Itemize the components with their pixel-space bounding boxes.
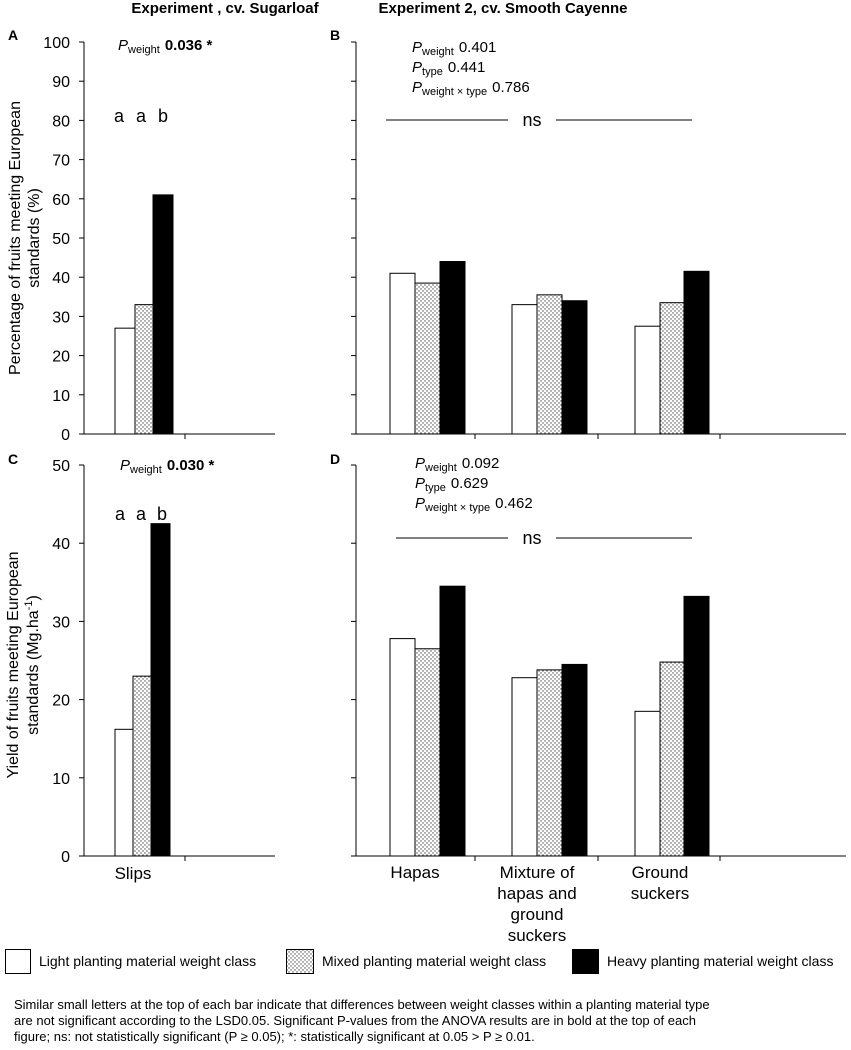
bar-b-heavy-1 — [439, 261, 466, 435]
bar-d-light-3 — [634, 710, 661, 857]
bar-b-heavy-3 — [683, 270, 710, 435]
bar-b-light-2 — [511, 304, 538, 435]
bar-a-mixed-1 — [134, 304, 156, 435]
bar-d-mixed-2 — [536, 669, 563, 857]
bar-d-mixed-3 — [659, 661, 686, 857]
bar-b-heavy-2 — [561, 300, 588, 435]
bar-b-light-3 — [634, 325, 661, 435]
bar-c-mixed-1 — [132, 675, 153, 857]
x-category-label-2: hapas and — [497, 884, 576, 903]
ns-label-b: ns — [522, 110, 541, 130]
p-value-b-2: Ptype 0.441 — [412, 59, 485, 78]
figure-caption: Similar small letters at the top of each… — [14, 997, 844, 1045]
p-value-a-1: Pweight 0.036 * — [118, 37, 213, 56]
legend-label-heavy: Heavy planting material weight class — [607, 953, 834, 969]
x-category-label-slips: Slips — [115, 864, 152, 883]
title-experiment-1: Experiment , cv. Sugarloaf — [131, 0, 319, 17]
significance-letter-c-2: a — [136, 504, 147, 524]
bar-d-light-1 — [389, 638, 416, 857]
bar-d-mixed-1 — [414, 648, 441, 857]
y-tick-label-a: 40 — [52, 270, 70, 287]
p-value-c-1: Pweight 0.030 * — [120, 457, 215, 476]
y-axis-label-a: Percentage of fruits meeting European sta… — [7, 101, 43, 375]
x-category-label-2: ground — [511, 905, 564, 924]
y-tick-label-c: 0 — [61, 849, 70, 866]
bar-a-heavy-1 — [152, 194, 174, 435]
legend-label-light: Light planting material weight class — [39, 953, 257, 969]
bar-b-mixed-3 — [659, 302, 686, 435]
x-category-label-2: Mixture of — [500, 863, 575, 882]
y-tick-label-c: 10 — [52, 771, 70, 788]
caption-line-2: are not significant according to the LSD… — [14, 1013, 696, 1028]
y-tick-label-a: 90 — [52, 74, 70, 91]
caption-line-1: Similar small letters at the top of each… — [14, 997, 710, 1012]
bar-b-light-1 — [389, 272, 416, 435]
p-value-d-1: Pweight 0.092 — [415, 455, 499, 474]
legend-swatch-light — [5, 948, 31, 974]
legend-swatch-mixed — [286, 948, 314, 974]
legend: Light planting material weight class Mix… — [0, 946, 851, 976]
legend-item-mixed: Mixed planting material weight class — [286, 946, 546, 976]
panel-label-d: D — [330, 451, 340, 467]
bar-d-heavy-1 — [439, 585, 466, 857]
x-category-label-2: suckers — [508, 926, 567, 945]
y-tick-label-c: 50 — [52, 458, 70, 475]
y-tick-label-a: 80 — [52, 113, 70, 130]
ns-label-d: ns — [522, 528, 541, 548]
y-tick-label-a: 50 — [52, 231, 70, 248]
panel-label-c: C — [8, 451, 18, 467]
bar-c-heavy-1 — [150, 523, 171, 857]
bar-c-light-1 — [114, 728, 135, 857]
bar-d-light-2 — [511, 677, 538, 857]
title-experiment-2: Experiment 2, cv. Smooth Cayenne — [379, 0, 628, 17]
y-tick-label-a: 70 — [52, 153, 70, 170]
p-value-b-1: Pweight 0.401 — [412, 39, 496, 58]
caption-line-3: figure; ns: not statistically significan… — [14, 1029, 535, 1044]
bar-b-mixed-1 — [414, 282, 441, 435]
y-tick-label-c: 40 — [52, 536, 70, 553]
significance-letter-a-3: b — [158, 106, 168, 126]
x-category-label-3: Ground — [632, 863, 689, 882]
legend-item-heavy: Heavy planting material weight class — [572, 946, 833, 976]
y-tick-label-c: 20 — [52, 693, 70, 710]
p-value-b-3: Pweight × type 0.786 — [412, 79, 530, 98]
y-axis-label-c: Yield of fruits meeting European standard… — [5, 551, 42, 778]
y-tick-label-a: 0 — [61, 427, 70, 444]
significance-letter-a-2: a — [136, 106, 147, 126]
bar-d-heavy-2 — [561, 663, 588, 857]
y-tick-label-a: 10 — [52, 388, 70, 405]
bar-b-mixed-2 — [536, 294, 563, 435]
significance-letter-c-3: b — [157, 504, 167, 524]
significance-letter-c-1: a — [115, 504, 126, 524]
y-tick-label-a: 30 — [52, 309, 70, 326]
legend-label-mixed: Mixed planting material weight class — [322, 953, 547, 969]
y-tick-label-a: 20 — [52, 349, 70, 366]
legend-swatch-heavy — [572, 948, 599, 974]
x-category-label-1: Hapas — [390, 863, 439, 882]
p-value-d-3: Pweight × type 0.462 — [415, 495, 533, 514]
x-category-label-3: suckers — [631, 884, 690, 903]
panel-label-a: A — [8, 27, 18, 43]
y-tick-label-a: 100 — [43, 35, 70, 52]
bar-d-heavy-3 — [683, 595, 710, 857]
p-value-d-2: Ptype 0.629 — [415, 475, 488, 494]
panel-label-b: B — [330, 27, 340, 43]
bar-a-light-1 — [114, 327, 136, 435]
y-tick-label-a: 60 — [52, 192, 70, 209]
significance-letter-a-1: a — [114, 106, 125, 126]
legend-item-light: Light planting material weight class — [5, 946, 256, 976]
y-tick-label-c: 30 — [52, 614, 70, 631]
